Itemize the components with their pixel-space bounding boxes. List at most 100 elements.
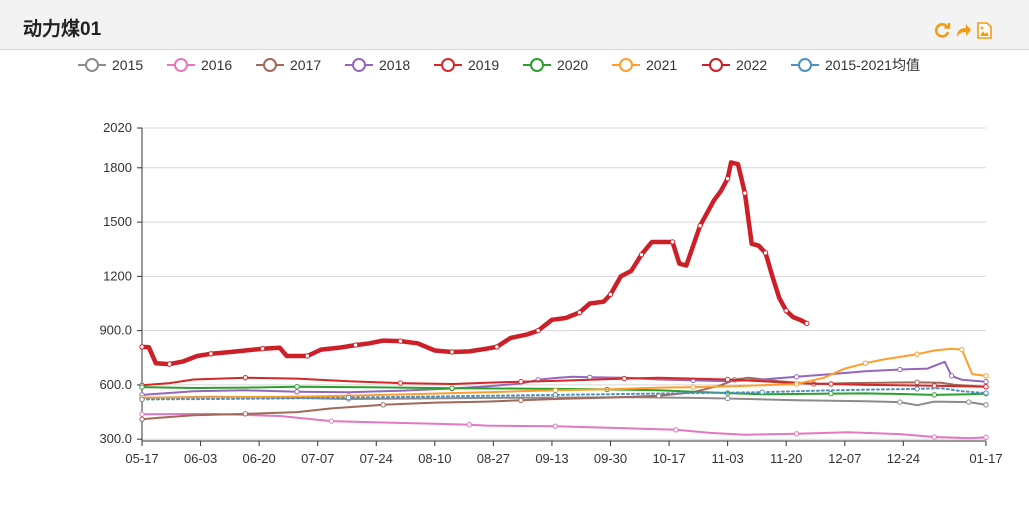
x-tick-label: 11-20 (770, 451, 802, 466)
chart-series (139, 160, 989, 441)
series-point-2015-2021 (139, 396, 145, 403)
legend-marker (85, 58, 99, 72)
series-point-2018 (948, 373, 955, 379)
legend-item[interactable]: 2016 (167, 57, 232, 73)
legend-label: 2017 (290, 57, 321, 73)
save-image-icon[interactable] (976, 22, 993, 39)
series-point-2021 (983, 373, 989, 379)
y-tick-label: 1800 (103, 160, 132, 175)
x-tick-label: 05-17 (125, 451, 158, 466)
series-point-2022 (535, 327, 541, 334)
series-point-2016 (931, 434, 938, 440)
series-point-2022 (724, 175, 731, 182)
y-tick-label: 2020 (103, 120, 132, 135)
y-tick-label: 900.0 (99, 323, 132, 338)
series-point-2019 (828, 381, 834, 387)
series-point-2021 (552, 387, 559, 394)
y-tick-label: 1200 (103, 268, 132, 283)
series-point-2016 (466, 422, 472, 428)
chart-axes: 300.0 600.0 900.0 1200 1500 1800 2020 05-17 06-0… (99, 120, 1002, 466)
series-point-2021 (959, 346, 965, 353)
legend-label: 2015-2021均值 (825, 57, 920, 73)
series-point-2022 (742, 190, 748, 196)
series-point-2016 (139, 411, 145, 417)
chart-grid (142, 127, 986, 440)
series-point-2015 (724, 395, 731, 402)
x-tick-label: 12-24 (887, 451, 920, 466)
series-point-2019 (242, 374, 249, 381)
refresh-icon[interactable] (934, 22, 951, 39)
x-tick-label: 10-17 (652, 451, 685, 466)
x-tick-label: 06-03 (184, 451, 217, 466)
series-point-2022 (304, 353, 311, 359)
x-tick-label: 06-20 (243, 451, 276, 466)
series-point-2022 (166, 361, 173, 367)
series-point-2018 (897, 366, 903, 373)
series-point-2018 (793, 374, 800, 380)
legend-item[interactable]: 2015 (78, 57, 143, 73)
x-tick-label: 12-07 (828, 451, 861, 466)
series-line-2019 (141, 376, 987, 388)
series-point-2019 (518, 378, 524, 385)
series-line-2015-2021 (141, 387, 987, 401)
x-tick-label: 11-03 (711, 451, 743, 466)
series-point-2018 (294, 389, 300, 395)
series-point-2022 (352, 342, 359, 348)
series-point-2021 (690, 384, 696, 390)
legend-label: 2015 (112, 57, 143, 73)
series-line-2016 (141, 412, 987, 440)
series-point-2021 (862, 360, 869, 366)
legend-item[interactable]: 2022 (702, 57, 767, 73)
legend-item[interactable]: 2021 (612, 57, 677, 73)
legend-label: 2018 (379, 57, 410, 73)
legend-label: 2019 (468, 57, 499, 73)
legend-marker (798, 58, 812, 72)
series-point-2019 (983, 384, 989, 390)
series-point-2022 (607, 291, 614, 298)
legend-marker (263, 58, 277, 72)
legend-item[interactable]: 2020 (523, 57, 588, 73)
series-point-2016 (793, 431, 800, 437)
series-point-2015 (966, 399, 972, 405)
y-tick-label: 1500 (103, 214, 132, 229)
series-line-2015 (141, 395, 987, 407)
series-point-2019 (724, 376, 731, 383)
series-point-2020 (449, 385, 455, 391)
series-point-2022 (697, 222, 703, 229)
series-point-2022 (576, 309, 583, 316)
series-point-2021 (793, 381, 800, 387)
series-point-2017 (518, 397, 524, 403)
series-point-2016 (673, 427, 679, 433)
series-line-2020 (141, 385, 987, 396)
legend-label: 2020 (557, 57, 588, 73)
legend-marker (709, 58, 723, 72)
series-point-2017 (242, 411, 249, 417)
legend-label: 2021 (646, 57, 677, 73)
series-point-2020 (139, 384, 145, 390)
series-point-2015-2021 (759, 389, 765, 395)
x-tick-label: 08-27 (477, 451, 510, 466)
legend-item[interactable]: 2015-2021均值 (791, 57, 920, 73)
series-point-2015-2021 (914, 386, 920, 392)
x-tick-label: 09-13 (535, 451, 568, 466)
x-tick-label: 07-24 (360, 451, 393, 466)
series-point-2016 (552, 423, 559, 429)
series-point-2015-2021 (983, 390, 989, 396)
legend-label: 2016 (201, 57, 232, 73)
legend-item[interactable]: 2019 (434, 57, 499, 73)
series-point-2019 (621, 375, 627, 382)
share-icon[interactable] (955, 22, 972, 39)
legend-item[interactable]: 2018 (345, 57, 410, 73)
series-point-2022 (669, 239, 676, 245)
series-point-2018 (983, 378, 989, 385)
series-point-2019 (397, 380, 404, 386)
legend-item[interactable]: 2017 (256, 57, 321, 73)
chart-legend: 2015 2016 2017 2018 2019 2020 2021 2022 2015-202… (78, 57, 920, 73)
series-point-2016 (983, 434, 989, 441)
x-tick-label: 01-17 (969, 451, 1002, 466)
series-point-2022 (139, 344, 145, 350)
legend-marker (530, 58, 544, 72)
series-line-2021 (141, 347, 987, 399)
series-point-2022 (762, 250, 769, 256)
series-point-2022 (397, 338, 404, 344)
